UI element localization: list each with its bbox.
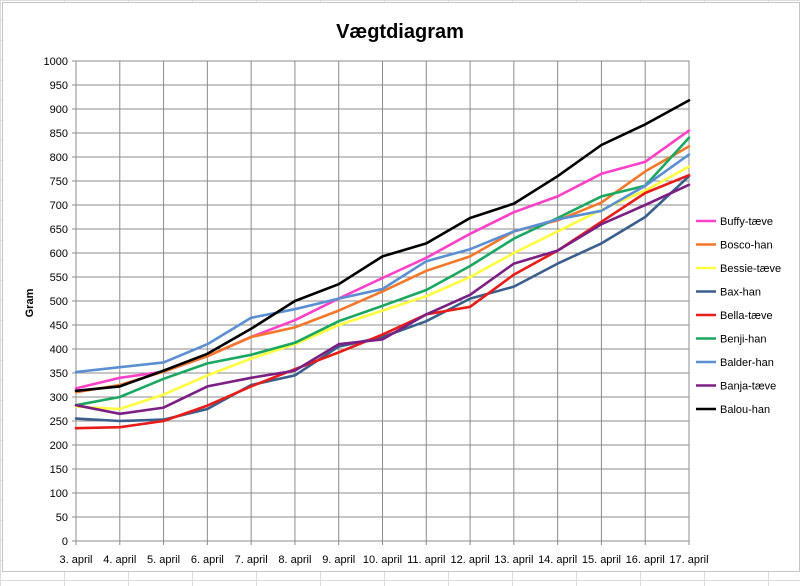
series-line-Benji-han [74, 136, 691, 407]
series-line-Balou-han [74, 99, 691, 393]
y-tick-label: 150 [50, 464, 68, 476]
legend-label: Bosco-han [720, 240, 773, 252]
y-tick-label: 250 [50, 416, 68, 428]
y-tick-label: 600 [50, 248, 68, 260]
x-tick-label: 13. april [494, 554, 533, 566]
x-tick-label: 3. april [59, 554, 92, 566]
line-chart: 0 50 100 150 200 250 300 350 400 450 500 550 600 650 7… [24, 21, 781, 566]
x-tick-label: 12. april [451, 554, 490, 566]
chart-title: Vægtdiagram [336, 21, 464, 43]
legend: Buffy-tæve Bosco-han Bessie-tæve Bax-han Bel… [696, 216, 781, 416]
x-tick-label: 15. april [582, 554, 621, 566]
y-tick-label: 850 [50, 128, 68, 140]
series-line-Bessie-tæve [74, 165, 691, 411]
series-line-Balder-han [74, 153, 691, 374]
y-tick-label: 750 [50, 176, 68, 188]
x-tick-label: 4. april [103, 554, 136, 566]
x-tick-label: 11. april [407, 554, 445, 566]
x-tick-label: 10. april [363, 554, 402, 566]
x-axis-ticks: 3. april 4. april 5. april 6. april 7. april… [59, 541, 709, 566]
y-tick-label: 650 [50, 224, 68, 236]
x-tick-label: 16. april [626, 554, 665, 566]
x-tick-label: 17. april [669, 554, 708, 566]
x-tick-label: 5. april [147, 554, 180, 566]
y-tick-label: 50 [56, 512, 68, 524]
legend-label: Bella-tæve [720, 310, 773, 322]
y-tick-label: 950 [50, 80, 68, 92]
x-tick-label: 8. april [278, 554, 311, 566]
x-tick-label: 14. april [538, 554, 577, 566]
y-tick-label: 200 [50, 440, 68, 452]
chart-area[interactable]: 0 50 100 150 200 250 300 350 400 450 500 550 600 650 7… [2, 2, 800, 572]
legend-label: Bax-han [720, 287, 761, 299]
y-tick-label: 500 [50, 296, 68, 308]
series-line-Banja-tæve [74, 183, 691, 416]
legend-label: Benji-han [720, 334, 766, 346]
y-tick-label: 300 [50, 392, 68, 404]
series-line-Bosco-han [74, 145, 691, 394]
y-axis-label: Gram [24, 288, 36, 317]
x-tick-label: 9. april [322, 554, 355, 566]
y-tick-label: 550 [50, 272, 68, 284]
series-lines [74, 99, 691, 430]
y-tick-label: 0 [62, 536, 68, 548]
series-line-Bella-tæve [74, 173, 691, 430]
y-tick-label: 800 [50, 152, 68, 164]
legend-label: Banja-tæve [720, 381, 776, 393]
legend-label: Buffy-tæve [720, 216, 773, 228]
y-tick-label: 700 [50, 200, 68, 212]
legend-label: Bessie-tæve [720, 263, 781, 275]
legend-label: Balou-han [720, 404, 770, 416]
y-tick-label: 450 [50, 320, 68, 332]
x-tick-label: 7. april [235, 554, 268, 566]
legend-label: Balder-han [720, 357, 774, 369]
x-tick-label: 6. april [191, 554, 224, 566]
y-tick-label: 100 [50, 488, 68, 500]
y-tick-label: 1000 [44, 56, 68, 68]
y-tick-label: 400 [50, 344, 68, 356]
gridlines [75, 60, 690, 542]
y-axis-ticks: 0 50 100 150 200 250 300 350 400 450 500 550 600 650 7… [44, 56, 76, 548]
y-tick-label: 900 [50, 104, 68, 116]
y-tick-label: 350 [50, 368, 68, 380]
